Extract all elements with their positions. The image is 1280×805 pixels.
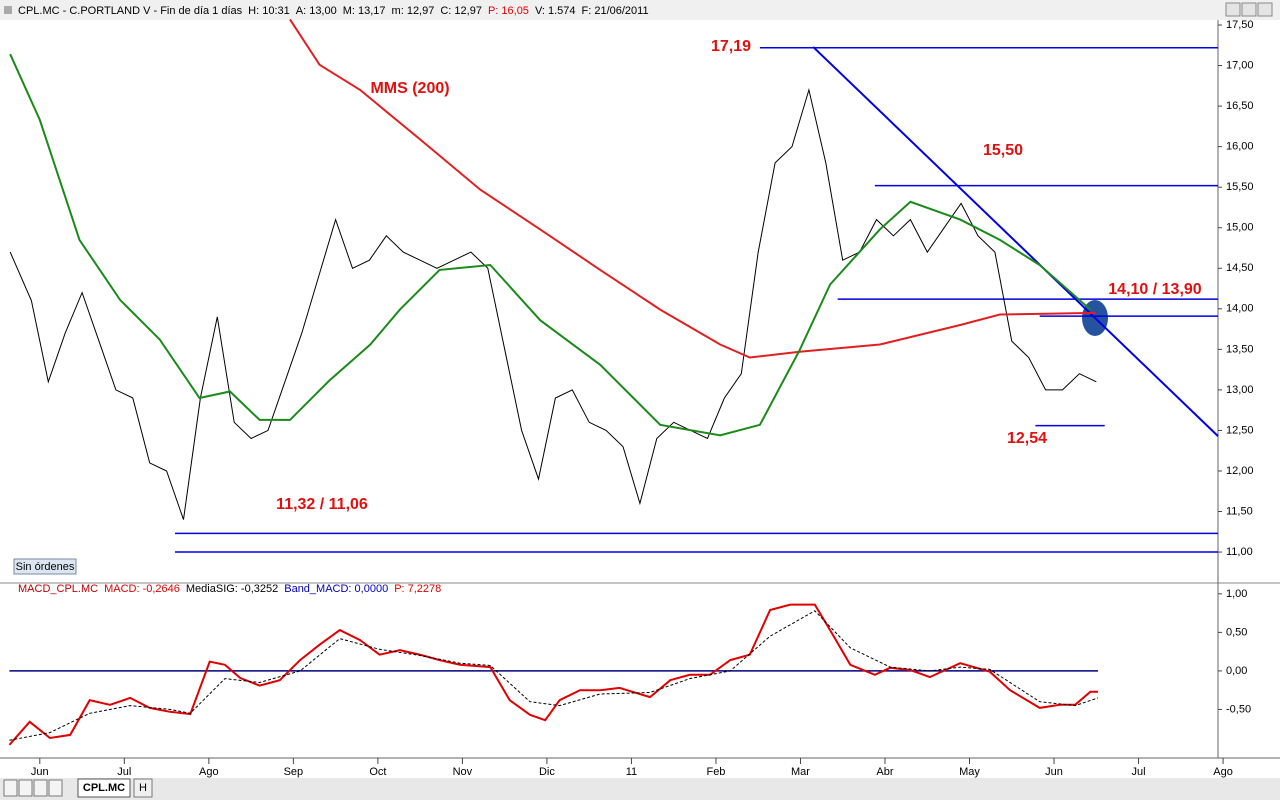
header-item: V: 1.574 — [535, 5, 576, 17]
x-tick-label: Nov — [453, 766, 473, 778]
y-tick-label: 12,00 — [1226, 465, 1254, 477]
x-tick-label: Jun — [1045, 766, 1063, 778]
header-text: CPL.MC - C.PORTLAND V - Fin de día 1 día… — [18, 5, 649, 17]
y-tick-label: 0,00 — [1226, 665, 1247, 677]
y-tick-label: 17,00 — [1226, 59, 1254, 71]
x-tick-label: Abr — [876, 766, 893, 778]
header-item: MediaSIG: -0,3252 — [186, 583, 278, 595]
trend-line — [812, 46, 1219, 437]
header-item: A: 13,00 — [296, 5, 337, 17]
y-tick-label: 13,00 — [1226, 384, 1254, 396]
header-item: P: 16,05 — [488, 5, 529, 17]
x-tick-label: Jun — [31, 766, 49, 778]
nav-first[interactable] — [3, 779, 18, 797]
nav-prev[interactable] — [18, 779, 33, 797]
x-tick-label: Ago — [1213, 766, 1233, 778]
y-tick-label: 16,00 — [1226, 141, 1254, 153]
tab-label: CPL.MC — [83, 782, 125, 794]
header-item: H: 10:31 — [248, 5, 290, 17]
x-tick-label: Ago — [199, 766, 219, 778]
header-item: Band_MACD: 0,0000 — [284, 583, 388, 595]
y-tick-label: 15,50 — [1226, 181, 1254, 193]
close-button[interactable] — [1257, 2, 1273, 17]
y-tick-label: 17,50 — [1226, 19, 1254, 31]
y-tick-label: 1,00 — [1226, 588, 1247, 600]
status-text: Sin órdenes — [16, 561, 75, 573]
y-tick-label: 11,00 — [1226, 546, 1253, 558]
tab[interactable] — [77, 778, 131, 798]
header-item: MACD: -0,2646 — [104, 583, 180, 595]
y-tick-label: -0,50 — [1226, 703, 1251, 715]
header-item: m: 12,97 — [392, 5, 435, 17]
x-tick-label: 11 — [626, 766, 637, 778]
annotation: 15,50 — [983, 142, 1023, 159]
header-item: F: 21/06/2011 — [582, 5, 649, 17]
x-tick-label: Dic — [539, 766, 555, 778]
y-tick-label: 0,50 — [1226, 626, 1247, 638]
header-item: C: 12,97 — [440, 5, 482, 17]
annotation: 11,32 / 11,06 — [276, 496, 368, 513]
status-box — [13, 558, 77, 575]
header-item: MACD_CPL.MC — [18, 583, 98, 595]
annotation: MMS (200) — [370, 80, 449, 97]
series-line — [9, 87, 1097, 520]
annotation: 17,19 — [711, 38, 751, 55]
y-tick-label: 14,00 — [1226, 303, 1254, 315]
header-item: P: 7,2278 — [394, 583, 441, 595]
x-tick-label: Sep — [284, 766, 304, 778]
x-tick-label: Jul — [1132, 766, 1146, 778]
series-line — [9, 53, 1092, 437]
macd-header: MACD_CPL.MC MACD: -0,2646 MediaSIG: -0,325… — [18, 583, 441, 595]
y-tick-label: 16,50 — [1226, 100, 1254, 112]
y-tick-label: 12,50 — [1226, 424, 1254, 436]
header-icon — [4, 6, 12, 14]
x-tick-label: May — [959, 766, 980, 778]
y-tick-label: 11,50 — [1226, 505, 1253, 517]
nav-next[interactable] — [33, 779, 48, 797]
header-item: M: 13,17 — [343, 5, 386, 17]
annotation: 14,10 / 13,90 — [1108, 281, 1202, 298]
series-line — [289, 18, 1096, 359]
y-tick-label: 14,50 — [1226, 262, 1254, 274]
tab-label: H — [139, 782, 147, 794]
bottom-bar — [0, 778, 1280, 800]
series-line — [9, 610, 1099, 741]
x-tick-label: Oct — [369, 766, 386, 778]
nav-last[interactable] — [48, 779, 63, 797]
maximize-button[interactable] — [1241, 2, 1257, 17]
tab[interactable] — [133, 778, 153, 798]
header-bar — [0, 0, 1280, 20]
annotation: 12,54 — [1007, 430, 1047, 447]
y-tick-label: 15,00 — [1226, 222, 1254, 234]
minimize-button[interactable] — [1225, 2, 1241, 17]
x-tick-label: Mar — [791, 766, 810, 778]
x-tick-label: Jul — [117, 766, 131, 778]
y-tick-label: 13,50 — [1226, 343, 1254, 355]
series-line — [8, 603, 1098, 746]
x-tick-label: Feb — [706, 766, 725, 778]
header-item: CPL.MC - C.PORTLAND V - Fin de día 1 día… — [18, 5, 243, 17]
